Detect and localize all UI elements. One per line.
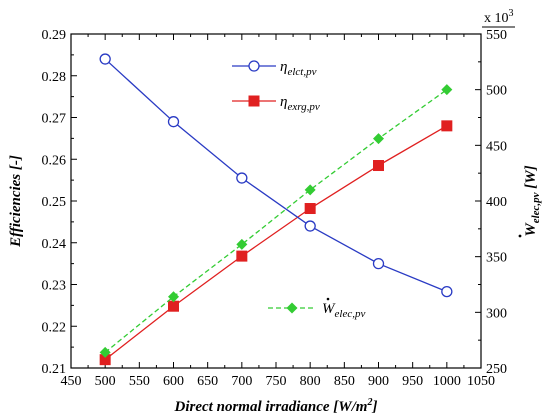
legend-label-subscript: exrg,pv <box>287 101 319 113</box>
data-point <box>99 354 111 366</box>
data-point <box>236 238 248 250</box>
data-point <box>168 300 179 312</box>
x-tick-label: 1050 <box>467 374 495 389</box>
data-point <box>372 257 385 270</box>
x-tick-label: 850 <box>334 374 355 389</box>
right-tick-label: 400 <box>486 195 507 210</box>
x-tick-label: 900 <box>368 374 389 389</box>
right-axis-title-dot <box>518 234 522 238</box>
legend-label: ηexrg,pv <box>280 94 320 113</box>
data-point <box>441 120 453 132</box>
right-tick-label: 250 <box>486 362 507 377</box>
legend-label-symbol: η <box>280 59 287 75</box>
right-axis-multiplier: x 103 <box>484 8 514 26</box>
x-tick-label: 700 <box>231 374 252 389</box>
legend-label: Welec,pv <box>322 301 365 320</box>
x-tick-label: 950 <box>402 374 423 389</box>
x-axis-title-superscript: 2 <box>366 397 372 408</box>
right-tick-label: 500 <box>486 84 507 99</box>
legend-entry: Welec,pv <box>268 297 365 320</box>
right-axis-multiplier-text: x 10 <box>484 11 509 26</box>
data-point <box>168 291 179 303</box>
data-point <box>304 203 316 215</box>
x-axis-ticks: 450 500 550 600 650 700 750 800 850 900 950 1000 105… <box>61 34 495 389</box>
left-tick-label: 0.29 <box>42 28 67 43</box>
legend-marker <box>248 95 260 107</box>
data-point <box>304 220 316 232</box>
legend-entry: ηelct,pv <box>232 59 317 78</box>
data-point <box>373 160 384 172</box>
series-elec-pv <box>99 84 453 358</box>
data-point <box>99 346 111 358</box>
series-layer <box>99 53 453 366</box>
left-tick-label: 0.25 <box>42 195 67 210</box>
series-exrg-pv <box>99 120 453 366</box>
data-point <box>441 285 453 298</box>
data-point <box>304 184 316 196</box>
right-axis-multiplier-exponent: 3 <box>509 8 514 19</box>
legend-label-symbol: η <box>280 94 287 110</box>
data-point <box>99 53 111 65</box>
right-tick-label: 300 <box>486 306 507 321</box>
x-axis-title-tail: ] <box>371 399 377 415</box>
right-tick-label: 450 <box>486 139 507 154</box>
left-tick-label: 0.22 <box>42 320 67 335</box>
series-line <box>104 125 448 361</box>
left-tick-label: 0.27 <box>42 112 67 127</box>
x-tick-label: 750 <box>266 374 287 389</box>
x-tick-label: 500 <box>95 374 116 389</box>
x-tick-label: 550 <box>129 374 150 389</box>
right-tick-label: 550 <box>486 28 507 43</box>
data-point <box>236 250 248 262</box>
left-axis-title: Efficiencies [-] <box>8 155 24 248</box>
right-tick-label: 350 <box>486 251 507 266</box>
legend-label-subscript: elec,pv <box>335 308 366 320</box>
x-tick-label: 800 <box>300 374 321 389</box>
x-tick-label: 1000 <box>433 374 461 389</box>
data-point <box>373 133 384 145</box>
right-axis-title-tail: [W] <box>523 165 539 192</box>
left-axis-ticks: 0.21 0.22 0.23 0.24 0.25 0.26 0.27 0.28 0.29 <box>42 28 77 377</box>
legend-marker <box>248 60 260 72</box>
x-tick-label: 450 <box>61 374 82 389</box>
series-line <box>104 89 448 353</box>
data-point <box>441 84 453 96</box>
legend-label-symbol: W <box>322 301 336 317</box>
left-tick-label: 0.23 <box>42 279 67 294</box>
x-tick-label: 600 <box>163 374 184 389</box>
legend-label-subscript: elct,pv <box>287 66 316 78</box>
series-line <box>104 58 448 293</box>
legend-label: ηelct,pv <box>280 59 317 78</box>
right-axis-ticks: 250 300 350 400 450 500 550 <box>475 28 507 377</box>
legend-entry: ηexrg,pv <box>232 94 320 113</box>
legend-marker <box>286 302 298 314</box>
data-point <box>236 172 248 184</box>
right-axis-title-subscript: elec,pv <box>530 192 542 223</box>
x-axis-title-text: Direct normal irradiance [W/m <box>174 399 368 415</box>
right-axis-title: Welec,pv [W] <box>523 165 542 236</box>
right-axis-title-symbol: W <box>523 222 539 237</box>
data-point <box>167 116 180 128</box>
left-tick-label: 0.24 <box>42 237 67 252</box>
x-axis-title: Direct normal irradiance [W/m2] <box>174 397 378 415</box>
x-tick-label: 650 <box>197 374 218 389</box>
left-tick-label: 0.28 <box>42 70 67 85</box>
legend-label-dot <box>326 297 330 301</box>
left-tick-label: 0.26 <box>42 153 67 168</box>
left-tick-label: 0.21 <box>42 362 67 377</box>
series-elct-pv <box>99 53 453 298</box>
